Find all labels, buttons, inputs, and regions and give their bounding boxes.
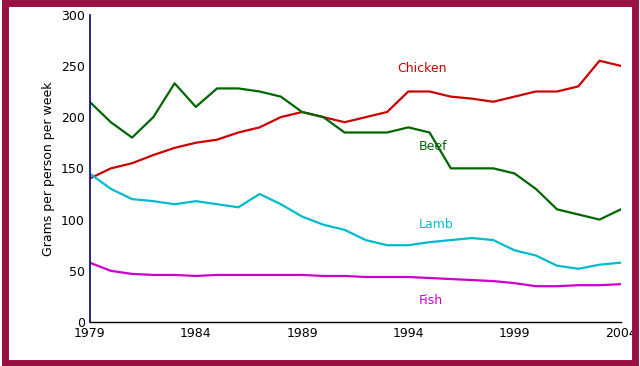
Y-axis label: Grams per person per week: Grams per person per week (42, 81, 55, 255)
Text: Chicken: Chicken (397, 62, 447, 75)
Text: Fish: Fish (419, 294, 443, 307)
Text: Beef: Beef (419, 140, 447, 153)
Text: Lamb: Lamb (419, 218, 454, 231)
